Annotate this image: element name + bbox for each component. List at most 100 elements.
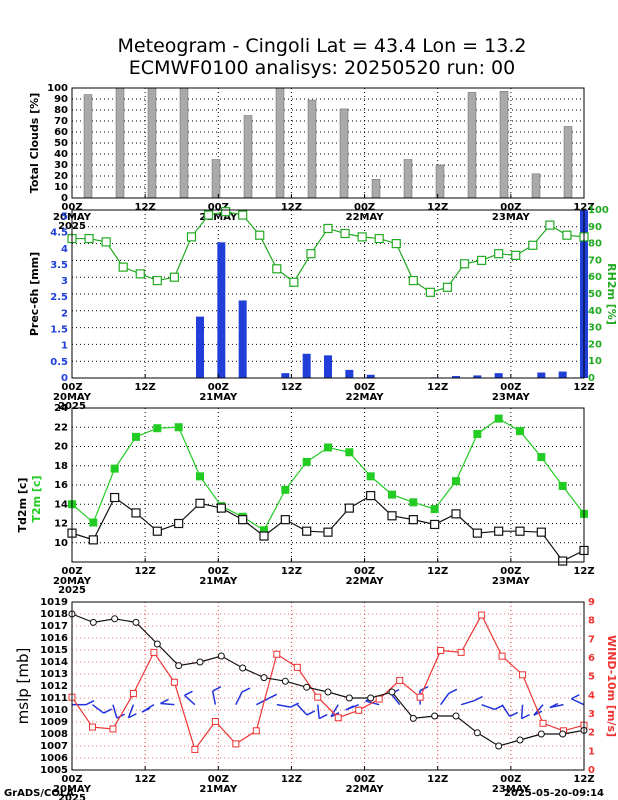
wind-barb <box>211 690 217 705</box>
wind-marker <box>334 714 342 722</box>
wind-marker <box>211 717 219 725</box>
panel-frame-2 <box>71 209 585 379</box>
x-tick-label: 00Z <box>208 566 229 577</box>
td2m-marker <box>323 527 333 537</box>
td2m-marker <box>238 515 248 525</box>
wind-barb-flag <box>184 690 193 696</box>
wind-barb-flag <box>128 713 137 719</box>
wind-barb-flag <box>533 710 543 716</box>
wind-marker <box>416 693 424 701</box>
wind-barb-flag <box>570 694 580 700</box>
y-tick-label: 1009 <box>40 717 68 728</box>
wind-barb <box>317 704 320 719</box>
wind-barb-flag <box>141 707 151 713</box>
y2-tick-label: 7 <box>588 634 595 645</box>
y-tick-label: 60 <box>54 127 68 138</box>
wind-barb <box>501 704 511 717</box>
wind-barb-flag <box>160 698 169 705</box>
mslp-marker <box>431 712 439 720</box>
t2m-marker <box>430 505 439 514</box>
wind-barb-flag <box>345 705 355 711</box>
rh-marker <box>494 249 504 259</box>
x-tick-label: 12Z <box>135 774 156 785</box>
x-tick-label: 12Z <box>281 382 302 393</box>
td2m-marker <box>195 498 205 508</box>
y2-tick-label: 80 <box>588 239 602 250</box>
y-tick-label: 1018 <box>40 609 68 620</box>
y2-tick-label: 4 <box>588 690 595 701</box>
y-tick-label: 12 <box>54 519 68 530</box>
wind-barb-flag <box>306 710 316 716</box>
td2m-marker <box>430 519 440 530</box>
wind-barb-flag <box>474 695 483 702</box>
wind-marker <box>129 689 137 697</box>
y2-tick-label: 5 <box>588 672 595 683</box>
t2m-marker <box>324 443 332 452</box>
footer-left-label: GrADS/COLA <box>4 788 74 799</box>
x-tick-label: 00Z <box>500 382 521 393</box>
x-year-label: 2025 <box>58 401 86 412</box>
x-tick-label: 00Z <box>61 382 82 393</box>
mslp-marker <box>409 714 417 722</box>
y2-tick-label: 70 <box>588 255 602 266</box>
rh-marker <box>289 277 299 287</box>
y-tick-label: 2 <box>61 308 68 319</box>
panel-frame-4 <box>71 601 585 771</box>
rh-marker <box>255 230 265 240</box>
t2m-marker <box>452 477 460 486</box>
y2-tick-label: 1 <box>588 746 595 757</box>
x-tick-label: 12Z <box>573 202 594 213</box>
rh-marker <box>528 240 538 250</box>
mslp-marker <box>132 618 140 626</box>
panel-frame-3 <box>71 407 585 563</box>
td2m-marker <box>344 503 354 513</box>
t2m-marker <box>409 498 418 507</box>
x-tick-label: 12Z <box>427 382 448 393</box>
td2m-marker <box>408 515 418 525</box>
rh-marker <box>340 228 350 239</box>
mslp-marker <box>559 730 567 738</box>
wind-barb <box>440 692 450 706</box>
y2-tick-label: 30 <box>588 323 602 334</box>
precip-bar <box>302 353 311 378</box>
td2m-marker <box>174 518 184 529</box>
td2m-marker <box>152 526 162 536</box>
t2m-marker <box>260 526 268 535</box>
mslp-marker <box>111 615 119 623</box>
wind-barb <box>390 693 401 706</box>
wind-marker <box>478 611 486 619</box>
td2m-marker <box>494 526 504 536</box>
t2m-marker <box>174 423 183 432</box>
y-tick-label: 50 <box>54 138 68 149</box>
x-year-label: 2025 <box>58 585 86 596</box>
td2m-marker <box>110 492 120 503</box>
rh-marker <box>101 237 111 247</box>
x-tick-label: 00Z <box>500 774 521 785</box>
wind-marker <box>293 663 301 671</box>
y2-tick-label: 0 <box>588 765 595 776</box>
x-day-label: 23MAY <box>492 392 531 403</box>
cloud-bar <box>115 87 125 199</box>
x-tick-label: 12Z <box>135 566 156 577</box>
y-tick-label: 100 <box>47 83 68 94</box>
x-tick-label: 00Z <box>354 202 375 213</box>
x-day-label: 22MAY <box>346 392 385 403</box>
x-day-label: 22MAY <box>346 212 385 223</box>
td2m-marker <box>302 526 312 536</box>
panel-frame-1 <box>71 87 585 199</box>
t2m-marker <box>153 424 162 433</box>
wind-barb-flag <box>85 699 95 706</box>
t2m-marker <box>537 453 546 462</box>
cloud-bar <box>467 92 477 199</box>
chart-title-line1: Meteogram - Cingoli Lat = 43.4 Lon = 13.… <box>118 35 527 57</box>
wind-marker <box>150 648 158 656</box>
rh-marker <box>459 259 470 269</box>
x-tick-label: 12Z <box>135 202 156 213</box>
td2m-marker <box>280 515 290 525</box>
y2-axis-label: RH2m [%] <box>605 263 618 325</box>
td2m-marker <box>366 490 376 501</box>
mslp-marker <box>217 652 225 660</box>
wind-marker <box>273 650 281 658</box>
wind-barb <box>255 697 270 706</box>
x-day-label: 20MAY <box>53 576 92 587</box>
